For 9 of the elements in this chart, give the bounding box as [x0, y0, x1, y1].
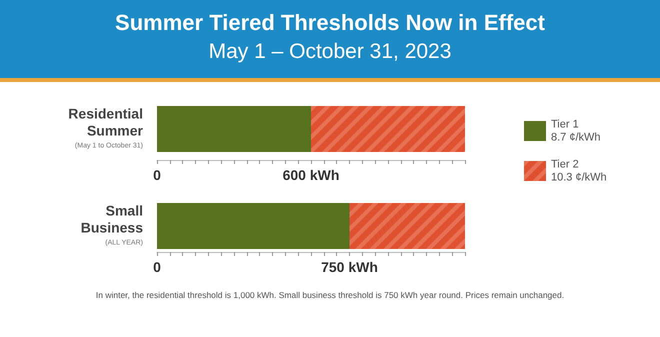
x-tick-label: 0: [153, 167, 162, 183]
x-tick-label: 0: [153, 259, 162, 275]
chart-subtitle: May 1 – October 31, 2023: [208, 40, 452, 64]
legend-label: Tier 1 8.7 ¢/kWh: [551, 118, 601, 144]
x-tick-label: 750 kWh: [321, 259, 378, 275]
text: In winter, the residential threshold is 1,000 kWh. Small business threshold is 750 kWh year round. Prices remain unchanged.: [94, 290, 566, 300]
legend-label: Tier 2 10.3 ¢/kWh: [551, 158, 607, 184]
x-tick-label: 600 kWh: [282, 167, 340, 183]
chart-title: Summer Tiered Thresholds Now in Effect: [114, 10, 546, 36]
